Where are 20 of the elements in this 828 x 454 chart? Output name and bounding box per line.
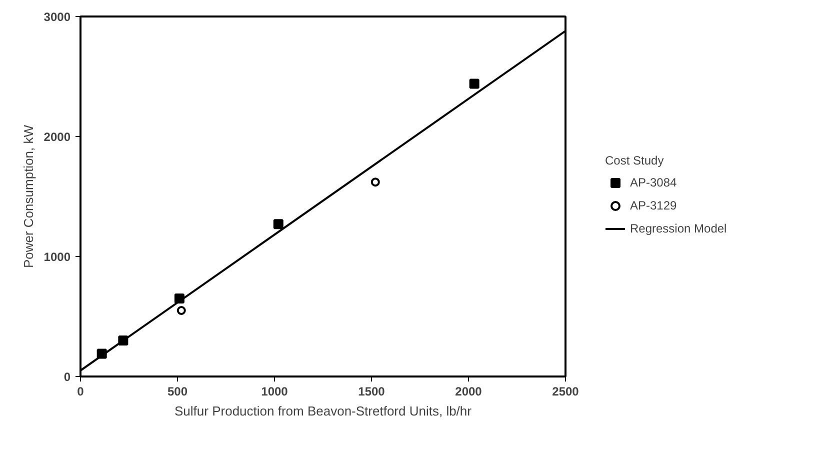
x-tick-label: 2000: [455, 384, 482, 398]
x-tick-label: 0: [77, 384, 84, 398]
point: [469, 78, 480, 89]
legend-label: AP-3129: [630, 198, 677, 212]
x-axis-title: Sulfur Production from Beavon-Stretford Units, lb/hr: [174, 404, 472, 418]
legend-label: AP-3084: [630, 176, 677, 190]
y-tick-label: 3000: [44, 10, 71, 24]
y-tick-label: 0: [64, 370, 71, 384]
x-tick-label: 500: [167, 384, 188, 398]
point: [273, 219, 284, 230]
y-tick-label: 1000: [44, 250, 71, 264]
x-tick-label: 1500: [358, 384, 386, 398]
y-tick-label: 2000: [44, 130, 71, 144]
point: [370, 178, 380, 187]
legend-label: Regression Model: [630, 222, 727, 236]
legend-title: Cost Study: [605, 154, 665, 168]
y-axis-title: Power Consumption, kW: [20, 124, 36, 268]
x-tick-label: 2500: [552, 384, 580, 398]
x-tick-label: 1000: [261, 384, 288, 398]
point: [176, 306, 186, 315]
